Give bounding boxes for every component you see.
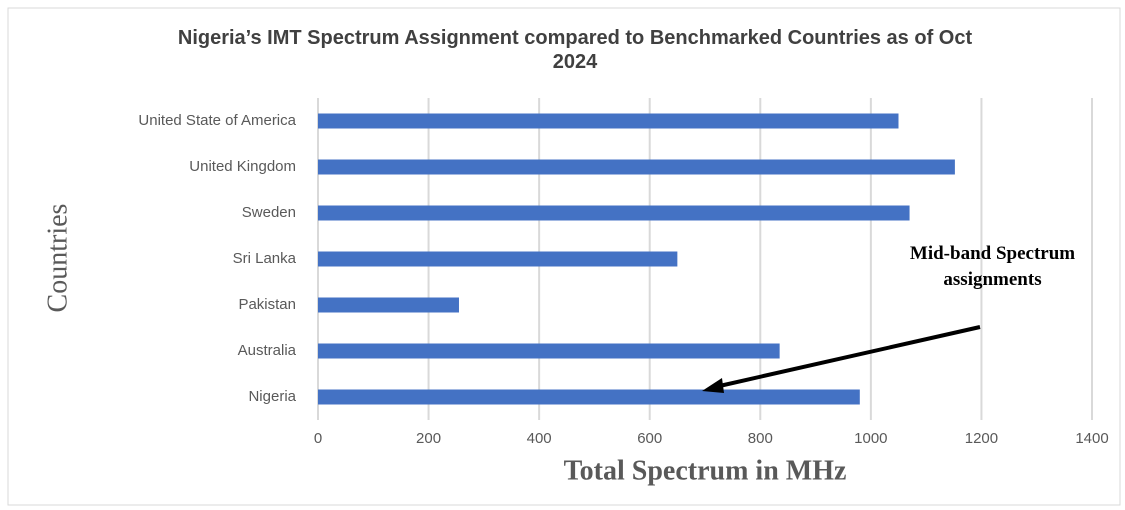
x-tick-label: 600 <box>637 430 662 447</box>
x-tick-label: 0 <box>314 430 322 447</box>
arrow-head <box>702 378 724 393</box>
y-tick-label: Pakistan <box>238 296 296 313</box>
y-tick-label: Nigeria <box>248 388 296 405</box>
y-tick-label: Australia <box>238 342 297 359</box>
x-tick-label: 1400 <box>1075 430 1108 447</box>
bar <box>318 205 910 221</box>
x-tick-label: 200 <box>416 430 441 447</box>
bar <box>318 113 899 129</box>
x-axis-label: Total Spectrum in MHz <box>564 455 847 486</box>
bar <box>318 343 780 359</box>
y-tick-label: United State of America <box>138 112 296 129</box>
x-tick-label: 1200 <box>965 430 998 447</box>
y-axis-label: Countries <box>42 204 73 313</box>
bar <box>318 297 459 313</box>
y-tick-label: United Kingdom <box>189 158 296 175</box>
x-tick-label: 800 <box>748 430 773 447</box>
x-tick-label: 400 <box>527 430 552 447</box>
annotation-arrow <box>714 325 981 389</box>
y-tick-label: Sri Lanka <box>233 250 297 267</box>
y-tick-label: Sweden <box>242 204 296 221</box>
chart-title: Nigeria’s IMT Spectrum Assignment compar… <box>177 27 973 73</box>
x-tick-label: 1000 <box>854 430 887 447</box>
chart-border <box>7 7 1121 506</box>
bar <box>318 251 678 267</box>
bar <box>318 159 955 175</box>
annotation: Mid-band Spectrum assignments <box>909 243 1076 290</box>
bar <box>318 389 860 405</box>
